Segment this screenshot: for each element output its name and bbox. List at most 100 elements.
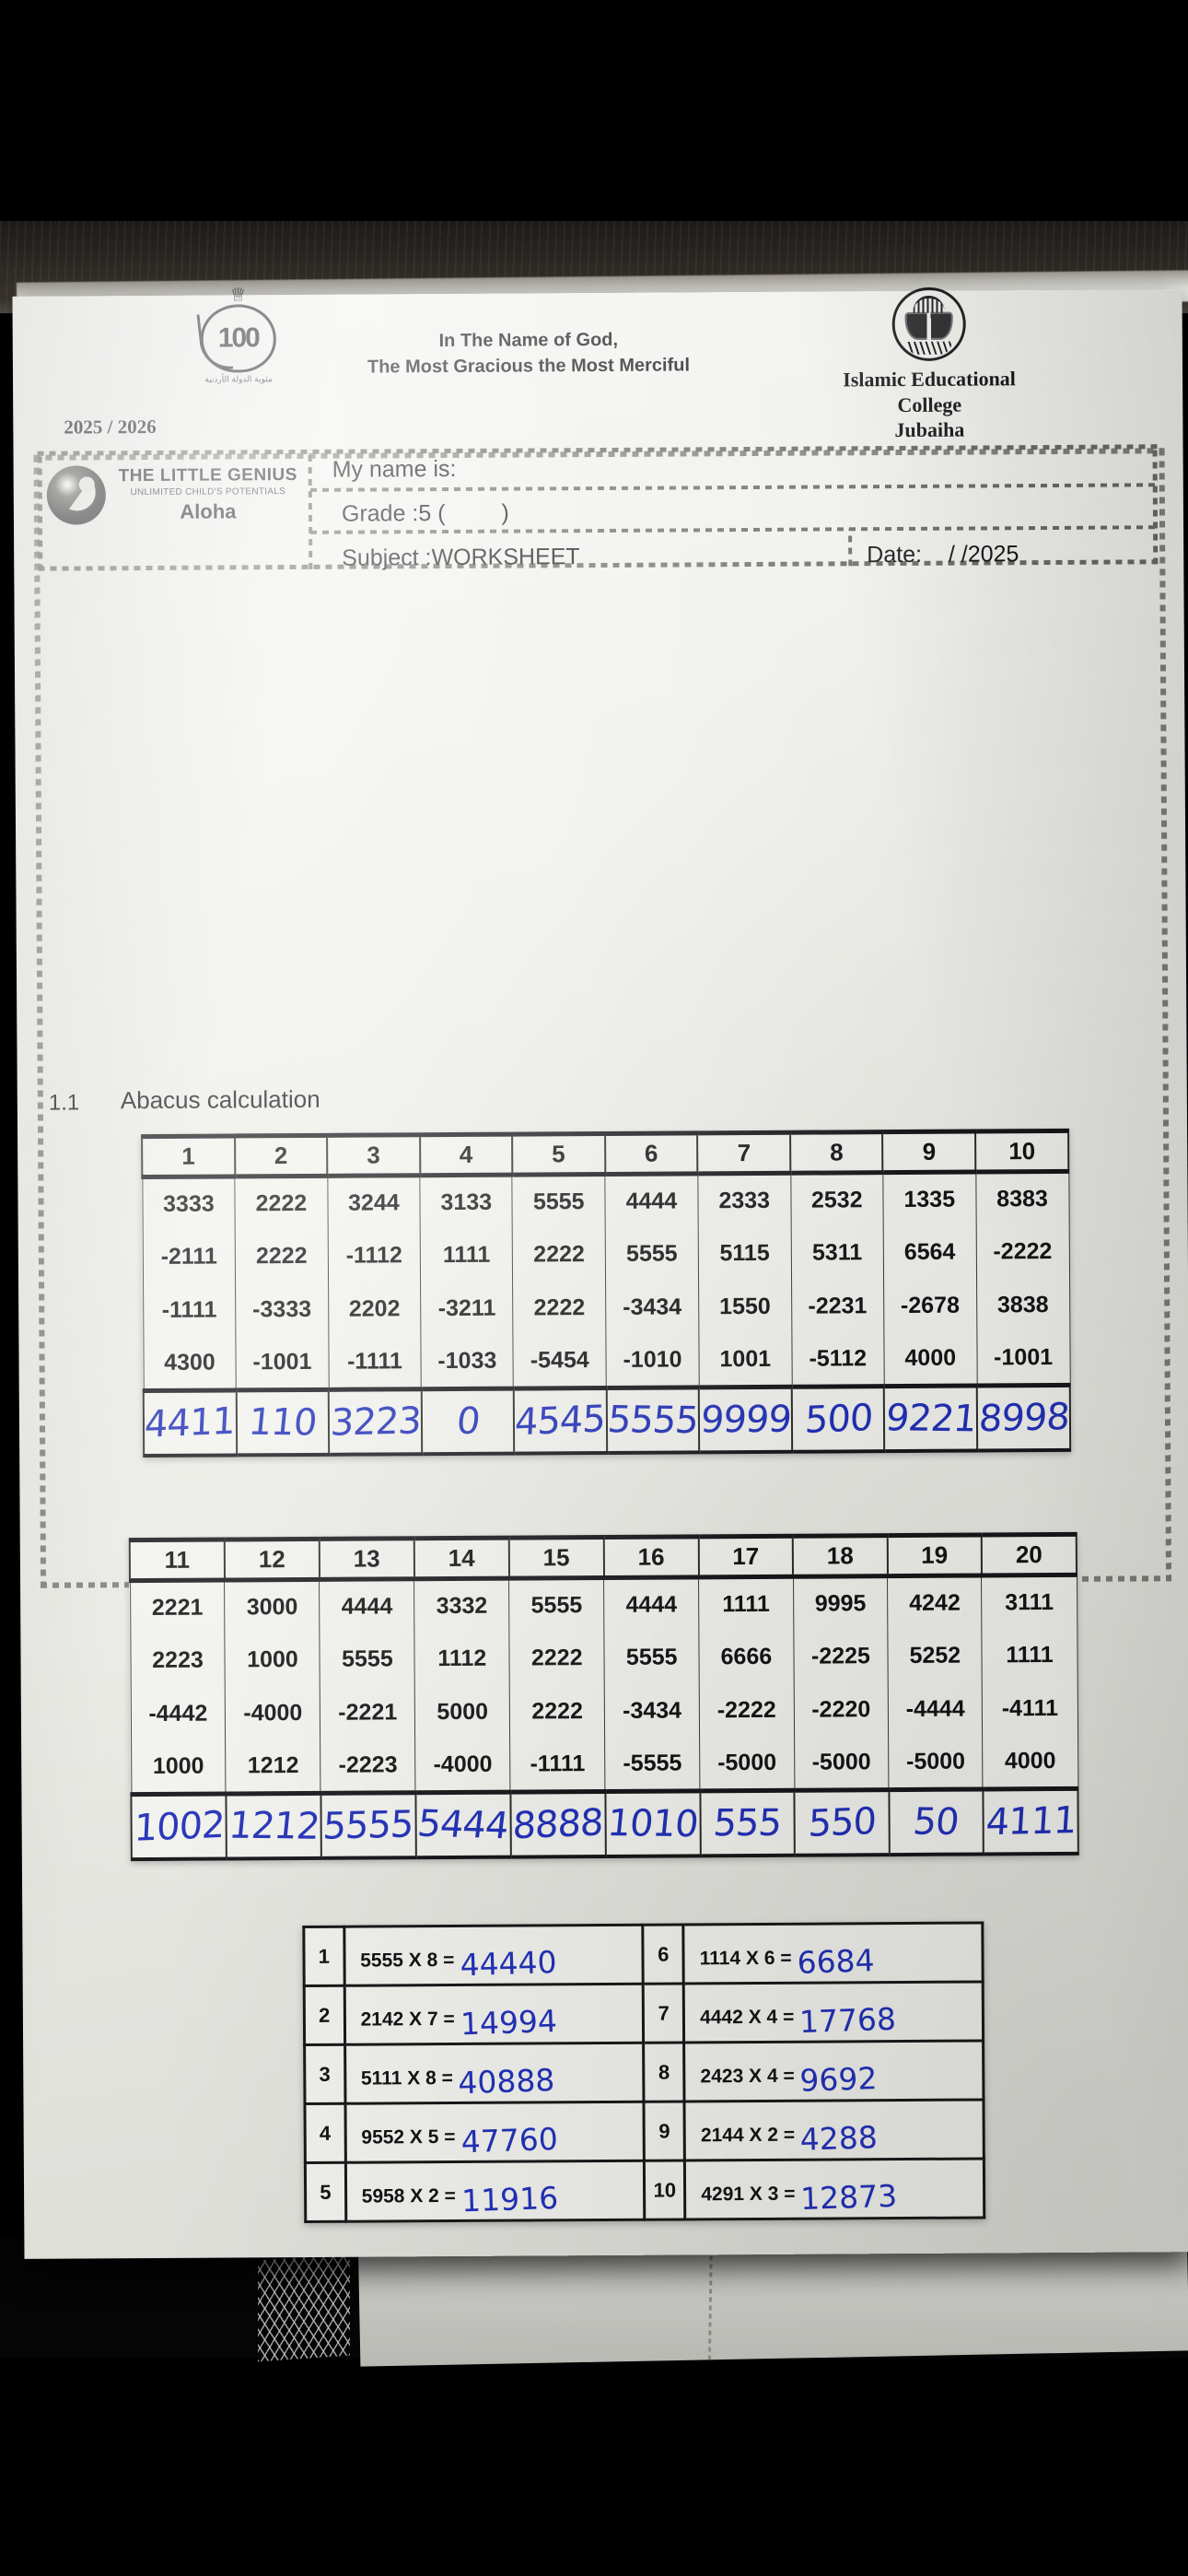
multiplication-row: 5 5958 X 2 = 11916 10 4291 X 3 = 12873 <box>305 2158 984 2222</box>
handwritten-answer: 4288 <box>799 2119 879 2158</box>
problem-cell[interactable]: 4291 X 3 = 12873 <box>684 2158 984 2219</box>
operand-cell: 2222 <box>509 1684 605 1739</box>
answer-cell[interactable]: 4411 <box>143 1389 237 1456</box>
operand-cell: 9995 <box>793 1575 889 1631</box>
column-header: 2 <box>234 1135 328 1177</box>
handwritten-answer: 550 <box>807 1799 877 1845</box>
problem-index: 1 <box>303 1926 344 1986</box>
problem-cell[interactable]: 1114 X 6 = 6684 <box>683 1922 984 1984</box>
column-header: 18 <box>792 1535 888 1577</box>
operand-cell: -2222 <box>699 1683 795 1738</box>
answer-cell[interactable]: 1002 <box>131 1794 227 1859</box>
problem-cell[interactable]: 5555 X 8 = 44440 <box>344 1925 644 1986</box>
operand-cell: -2222 <box>975 1224 1070 1280</box>
column-header: 6 <box>604 1132 698 1175</box>
operand-cell: 1000 <box>225 1633 320 1688</box>
column-header: 17 <box>698 1536 794 1577</box>
problem-index: 2 <box>304 1985 345 2045</box>
problem-text: 5958 X 2 = <box>361 2184 456 2207</box>
table-row: 1000 1212 -2223 -4000 -1111 -5555 -5000 -5000 -5… <box>131 1735 1078 1795</box>
answer-cell[interactable]: 9221 <box>884 1386 978 1451</box>
answer-cell[interactable]: 4111 <box>983 1788 1078 1854</box>
problem-cell[interactable]: 4442 X 4 = 17768 <box>683 1981 984 2043</box>
answer-cell[interactable]: 8998 <box>976 1385 1071 1451</box>
grade-field[interactable]: Grade :5 ( ) <box>342 500 509 528</box>
answer-cell[interactable]: 555 <box>700 1790 795 1856</box>
operand-cell: 5000 <box>414 1685 510 1739</box>
problem-index: 7 <box>643 1983 684 2043</box>
operand-cell: 5555 <box>605 1226 699 1282</box>
operand-cell: -4111 <box>982 1681 1078 1736</box>
operand-cell: 2532 <box>790 1172 884 1227</box>
handwritten-answer: 3223 <box>329 1399 422 1445</box>
date-field-value: / /2025 <box>948 541 1019 568</box>
operand-cell: -5555 <box>604 1737 701 1792</box>
handwritten-answer: 4111 <box>984 1798 1077 1844</box>
table-row: -4442 -4000 -2221 5000 2222 -3434 -2222 -2220 -4… <box>130 1681 1078 1741</box>
answer-cell[interactable]: 110 <box>236 1389 330 1455</box>
handwritten-answer: 9999 <box>698 1398 793 1442</box>
name-field[interactable]: My name is: <box>332 456 457 484</box>
operand-cell: -3333 <box>235 1282 329 1337</box>
problem-index: 9 <box>644 2101 685 2161</box>
operand-cell: 3000 <box>224 1579 320 1634</box>
date-field[interactable]: Date: / /2025 <box>867 541 1019 568</box>
operand-cell: 4300 <box>143 1336 237 1391</box>
problem-cell[interactable]: 2144 X 2 = 4288 <box>684 2099 984 2160</box>
academic-year: 2025 / 2026 <box>64 415 157 439</box>
handwritten-answer: 5555 <box>321 1803 415 1848</box>
operand-cell: 2202 <box>328 1282 422 1337</box>
bismillah-line-2: The Most Gracious the Most Merciful <box>367 355 691 378</box>
operand-cell: -2225 <box>793 1629 889 1684</box>
answer-cell[interactable]: 1212 <box>226 1793 321 1859</box>
operand-cell: -1001 <box>976 1331 1070 1387</box>
column-header: 13 <box>319 1538 414 1580</box>
column-header: 15 <box>508 1537 604 1579</box>
problem-cell[interactable]: 2423 X 4 = 9692 <box>683 2040 984 2102</box>
problem-cell[interactable]: 5958 X 2 = 11916 <box>345 2160 646 2222</box>
answer-cell[interactable]: 4545 <box>513 1388 607 1454</box>
worksheet-paper: ♕ 100 مئوية الدولة الأردنية In The Name … <box>12 285 1188 2259</box>
table-row: 3333 2222 3244 3133 5555 4444 2333 2532 1335 8383 <box>142 1171 1069 1231</box>
operand-cell: 1111 <box>698 1576 794 1631</box>
operand-cell: 3244 <box>327 1175 421 1230</box>
operand-cell: -2220 <box>793 1682 889 1738</box>
operand-cell: -1111 <box>143 1282 237 1338</box>
column-header: 3 <box>327 1134 421 1177</box>
answer-cell[interactable]: 50 <box>889 1788 984 1855</box>
problem-text: 4442 X 4 = <box>700 2006 795 2029</box>
problem-index: 10 <box>644 2160 685 2220</box>
operand-cell: -2221 <box>320 1685 415 1740</box>
problem-cell[interactable]: 2142 X 7 = 14994 <box>344 1984 645 2045</box>
brand-title: THE LITTLE GENIUS <box>118 464 297 486</box>
operand-cell: 1550 <box>698 1280 792 1334</box>
answer-cell[interactable]: 5444 <box>415 1792 511 1857</box>
operand-cell: 6666 <box>698 1630 794 1684</box>
answer-cell[interactable]: 9999 <box>699 1387 792 1452</box>
table-header-row: 11 12 13 14 15 16 17 18 19 20 <box>129 1534 1077 1581</box>
operand-cell: 5311 <box>790 1225 884 1281</box>
operand-cell: -1033 <box>421 1335 514 1389</box>
operand-cell: -5454 <box>513 1334 607 1389</box>
operand-cell: -3434 <box>604 1683 700 1739</box>
school-identity: Islamic Educational College Jubaiha <box>776 287 1081 444</box>
answer-cell[interactable]: 500 <box>791 1386 885 1452</box>
answer-cell[interactable]: 3223 <box>328 1388 422 1455</box>
problem-cell[interactable]: 9552 X 5 = 47760 <box>344 2102 645 2163</box>
table-row: -1111 -3333 2202 -3211 2222 -3434 1550 -2231 -26… <box>143 1278 1070 1338</box>
column-header: 20 <box>981 1534 1077 1575</box>
answer-cell[interactable]: 8888 <box>510 1791 606 1857</box>
school-name: Islamic Educational College Jubaiha <box>777 366 1082 444</box>
answer-cell[interactable]: 0 <box>421 1388 514 1454</box>
problem-cell[interactable]: 5111 X 8 = 40888 <box>344 2043 645 2104</box>
answer-row: 4411 110 3223 0 4545 5555 9999 500 9221 8998 <box>143 1385 1071 1456</box>
subject-field[interactable]: Subject :WORKSHEET <box>342 544 580 572</box>
subject-field-label: Subject :WORKSHEET <box>342 544 580 571</box>
answer-cell[interactable]: 1010 <box>605 1790 701 1856</box>
answer-cell[interactable]: 5555 <box>606 1387 700 1453</box>
abacus-table-2: 11 12 13 14 15 16 17 18 19 20 2221 3000 4444 3332 5555… <box>128 1531 1079 1861</box>
answer-cell[interactable]: 550 <box>794 1789 890 1856</box>
operand-cell: 5555 <box>508 1577 605 1633</box>
answer-cell[interactable]: 5555 <box>320 1792 416 1858</box>
